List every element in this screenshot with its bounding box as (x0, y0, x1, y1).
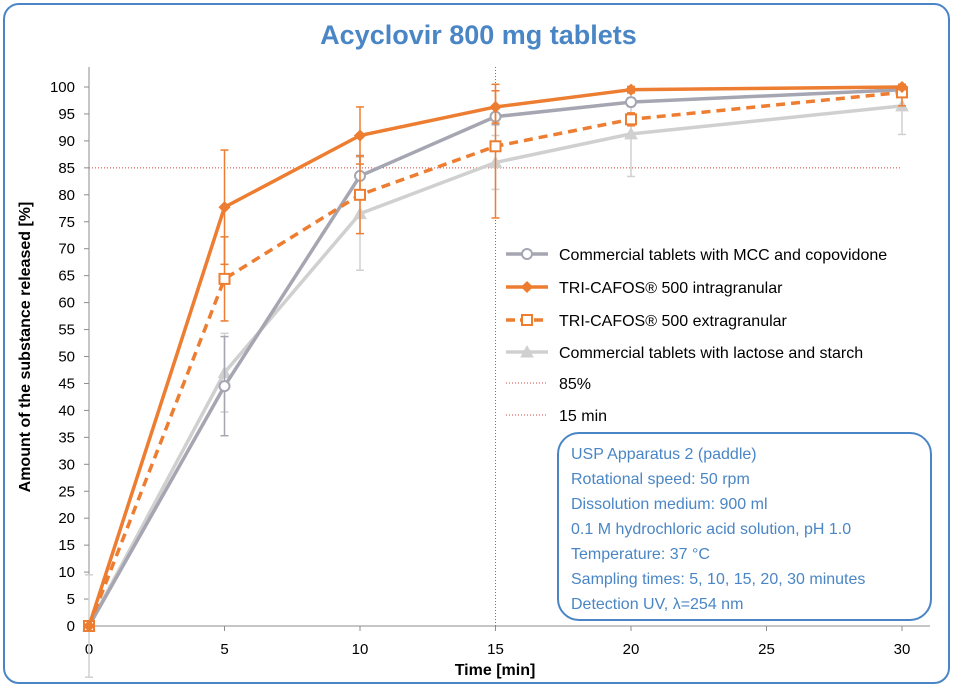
data-point (489, 100, 502, 114)
series-line (87, 85, 903, 627)
y-tick-label: 80 (58, 187, 75, 204)
data-point (489, 140, 502, 153)
data-point (624, 126, 638, 140)
y-tick-label: 65 (58, 268, 75, 285)
y-tick-label: 25 (58, 483, 75, 500)
y-tick-label: 5 (67, 591, 75, 608)
x-tick-label: 10 (352, 641, 369, 658)
legend-marker (520, 280, 534, 294)
legend-marker (520, 344, 534, 358)
info-line-detection: Detection UV, λ=254 nm (571, 596, 744, 613)
y-tick-label: 85 (58, 160, 75, 177)
info-line-sampling: Sampling times: 5, 10, 15, 20, 30 minute… (571, 571, 866, 588)
y-tick-label: 60 (58, 295, 75, 312)
data-point (218, 380, 231, 393)
y-tick-label: 10 (58, 564, 75, 581)
legend-label: 15 min (559, 408, 607, 425)
chart-frame (3, 3, 950, 684)
data-point (625, 96, 637, 109)
y-tick-label: 75 (58, 214, 75, 231)
data-point (218, 201, 231, 214)
y-tick-label: 0 (67, 618, 75, 635)
y-tick-label: 100 (50, 79, 75, 96)
x-tick-label: 20 (623, 641, 640, 658)
info-line-speed: Rotational speed: 50 rpm (571, 471, 750, 488)
series-line (87, 104, 903, 627)
data-point (624, 83, 638, 96)
data-point (353, 129, 367, 142)
y-tick-label: 20 (58, 510, 75, 527)
data-point (895, 80, 909, 94)
legend: Commercial tablets with MCC and copovido… (506, 247, 887, 425)
test-conditions-box: USP Apparatus 2 (paddle) Rotational spee… (557, 432, 932, 621)
legend-entry-ref-1: 15 min (506, 408, 607, 425)
y-tick-label: 35 (58, 429, 75, 446)
series-line (87, 90, 903, 627)
series-line (87, 87, 903, 627)
y-axis-title: Amount of the substance released [%] (17, 202, 34, 493)
y-tick-label: 70 (58, 241, 75, 258)
info-line-apparatus: USP Apparatus 2 (paddle) (571, 446, 757, 463)
legend-entry-2: TRI-CAFOS® 500 extragranular (506, 313, 788, 330)
y-tick-label: 40 (58, 402, 75, 419)
y-tick-label: 45 (58, 375, 75, 392)
y-tick-label: 95 (58, 106, 75, 123)
y-tick-label: 90 (58, 133, 75, 150)
info-line-medium: Dissolution medium: 900 ml (571, 496, 768, 513)
series-layer (82, 80, 909, 678)
legend-marker (521, 314, 533, 326)
legend-entry-0: Commercial tablets with MCC and copovido… (506, 247, 887, 264)
data-point (354, 188, 366, 201)
legend-label: 85% (559, 376, 591, 393)
y-tick-label: 30 (58, 456, 75, 473)
y-tick-label: 50 (58, 349, 75, 366)
chart-title: Acyclovir 800 mg tablets (320, 20, 637, 50)
legend-entry-ref-0: 85% (506, 376, 591, 393)
data-point (218, 272, 231, 285)
y-tick-label: 15 (58, 537, 75, 554)
data-point (82, 619, 96, 633)
axes: 0 5 10 15 20 25 30 35 40 45 50 55 60 65 70 75 80 85 90 95 10… (50, 67, 930, 658)
legend-label: Commercial tablets with lactose and star… (559, 345, 863, 362)
legend-marker (521, 248, 533, 260)
legend-label: TRI-CAFOS® 500 intragranular (559, 280, 783, 297)
x-tick-label: 5 (220, 641, 228, 658)
x-axis-title: Time [min] (455, 662, 536, 679)
legend-label: Commercial tablets with MCC and copovido… (559, 247, 887, 264)
x-tick-label: 30 (894, 641, 911, 658)
series-1 (82, 80, 909, 633)
legend-label: TRI-CAFOS® 500 extragranular (559, 313, 788, 330)
info-line-solution: 0.1 M hydrochloric acid solution, pH 1.0 (571, 521, 852, 538)
data-point (625, 113, 637, 126)
y-tick-label: 55 (58, 322, 75, 339)
legend-entry-3: Commercial tablets with lactose and star… (506, 344, 863, 362)
x-tick-label: 15 (487, 641, 504, 658)
x-tick-label: 25 (758, 641, 775, 658)
info-line-temperature: Temperature: 37 °C (571, 546, 710, 563)
legend-entry-1: TRI-CAFOS® 500 intragranular (506, 280, 783, 297)
